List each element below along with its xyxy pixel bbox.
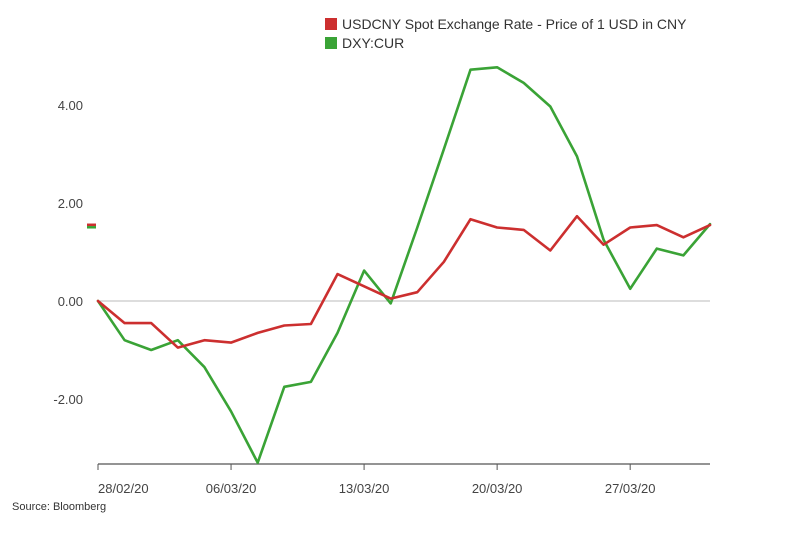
y-tick-label: 2.00 <box>58 196 83 211</box>
legend-swatch <box>325 37 337 49</box>
y-tick-label: 4.00 <box>58 98 83 113</box>
x-tick-label: 13/03/20 <box>339 481 390 496</box>
y-axis-ticks: 4.00 2.00 0.00 -2.00 <box>53 98 83 407</box>
x-tick-label: 27/03/20 <box>605 481 656 496</box>
last-value-marker-dxy <box>87 226 96 229</box>
legend-swatch <box>325 18 337 30</box>
series-line-usdcny <box>96 214 712 349</box>
source-note: Source: Bloomberg <box>12 501 106 513</box>
legend-label: USDCNY Spot Exchange Rate - Price of 1 U… <box>342 16 687 32</box>
last-value-marker-usdcny <box>87 223 96 227</box>
series-line-dxy <box>96 66 712 465</box>
y-tick-label: 0.00 <box>58 294 83 309</box>
last-value-marker <box>87 223 96 229</box>
legend-label: DXY:CUR <box>342 35 404 51</box>
series-lines <box>96 66 712 465</box>
x-tick-label: 20/03/20 <box>472 481 523 496</box>
x-tick-label: 06/03/20 <box>206 481 257 496</box>
x-tick-label: 28/02/20 <box>98 481 149 496</box>
x-axis-ticks: 28/02/20 06/03/20 13/03/20 20/03/20 27/03/20 <box>97 464 656 496</box>
y-tick-label: -2.00 <box>53 392 83 407</box>
legend: USDCNY Spot Exchange Rate - Price of 1 U… <box>325 16 687 51</box>
